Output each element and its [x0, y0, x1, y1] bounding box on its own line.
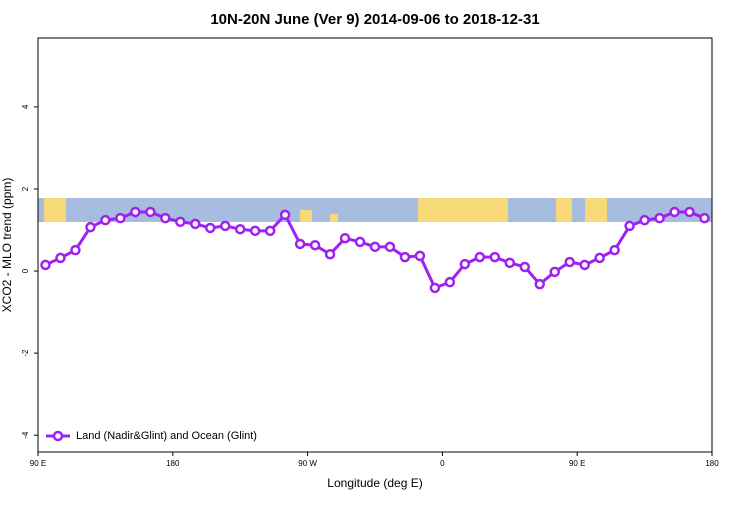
data-point — [474, 251, 486, 263]
y-axis-label: XCO2 - MLO trend (ppm) — [0, 178, 14, 313]
y-tick-label: -4 — [21, 431, 30, 439]
data-point — [249, 225, 261, 237]
plot-frame — [37, 37, 713, 453]
data-point — [354, 236, 366, 248]
x-tick-label: 90 E — [569, 459, 585, 468]
data-point — [294, 238, 306, 250]
x-tick-label: 90 E — [30, 459, 46, 468]
data-point — [369, 241, 381, 253]
data-point — [399, 251, 411, 263]
data-point — [549, 266, 560, 278]
y-tick-label: 2 — [21, 186, 30, 191]
legend-label: Land (Nadir&Glint) and Ocean (Glint) — [76, 430, 257, 442]
data-point — [234, 223, 246, 235]
x-tick-label: 180 — [166, 459, 180, 468]
data-point — [309, 239, 321, 251]
data-point — [504, 257, 516, 269]
y-tick-label: 0 — [21, 268, 30, 273]
data-point — [519, 261, 531, 273]
data-point — [444, 276, 456, 288]
data-point — [264, 225, 276, 237]
x-axis-label: Longitude (deg E) — [327, 476, 422, 490]
data-point — [279, 209, 291, 221]
data-point — [489, 251, 501, 263]
y-tick-label: 4 — [21, 104, 30, 109]
data-point — [85, 221, 96, 233]
data-point — [100, 214, 111, 226]
data-point — [219, 220, 231, 232]
data-point — [654, 212, 665, 224]
data-point — [130, 206, 141, 218]
data-point — [594, 252, 605, 264]
data-point — [145, 206, 156, 218]
data-point — [384, 241, 396, 253]
data-point — [190, 218, 201, 230]
data-point — [324, 248, 336, 260]
data-point — [579, 259, 590, 271]
chart-title: 10N-20N June (Ver 9) 2014-09-06 to 2018-… — [210, 11, 539, 28]
data-point — [339, 232, 351, 244]
data-point — [669, 206, 680, 218]
data-point — [564, 256, 575, 268]
data-point — [684, 206, 695, 218]
data-point — [534, 278, 546, 290]
x-tick-label: 90 W — [298, 459, 317, 468]
data-point — [204, 222, 216, 234]
data-point — [639, 214, 650, 226]
y-tick-label: -2 — [21, 349, 30, 357]
data-point — [609, 244, 620, 256]
data-point — [624, 220, 635, 232]
data-point — [70, 244, 81, 256]
data-point — [429, 282, 441, 294]
data-point — [699, 212, 710, 224]
x-tick-label: 180 — [705, 459, 719, 468]
data-point — [40, 259, 51, 271]
data-point — [175, 216, 186, 228]
data-point — [55, 252, 66, 264]
data-point — [459, 258, 471, 270]
legend-marker — [52, 430, 64, 442]
data-point — [160, 212, 171, 224]
data-point — [115, 212, 126, 224]
data-point — [414, 250, 426, 262]
x-tick-label: 0 — [440, 459, 445, 468]
